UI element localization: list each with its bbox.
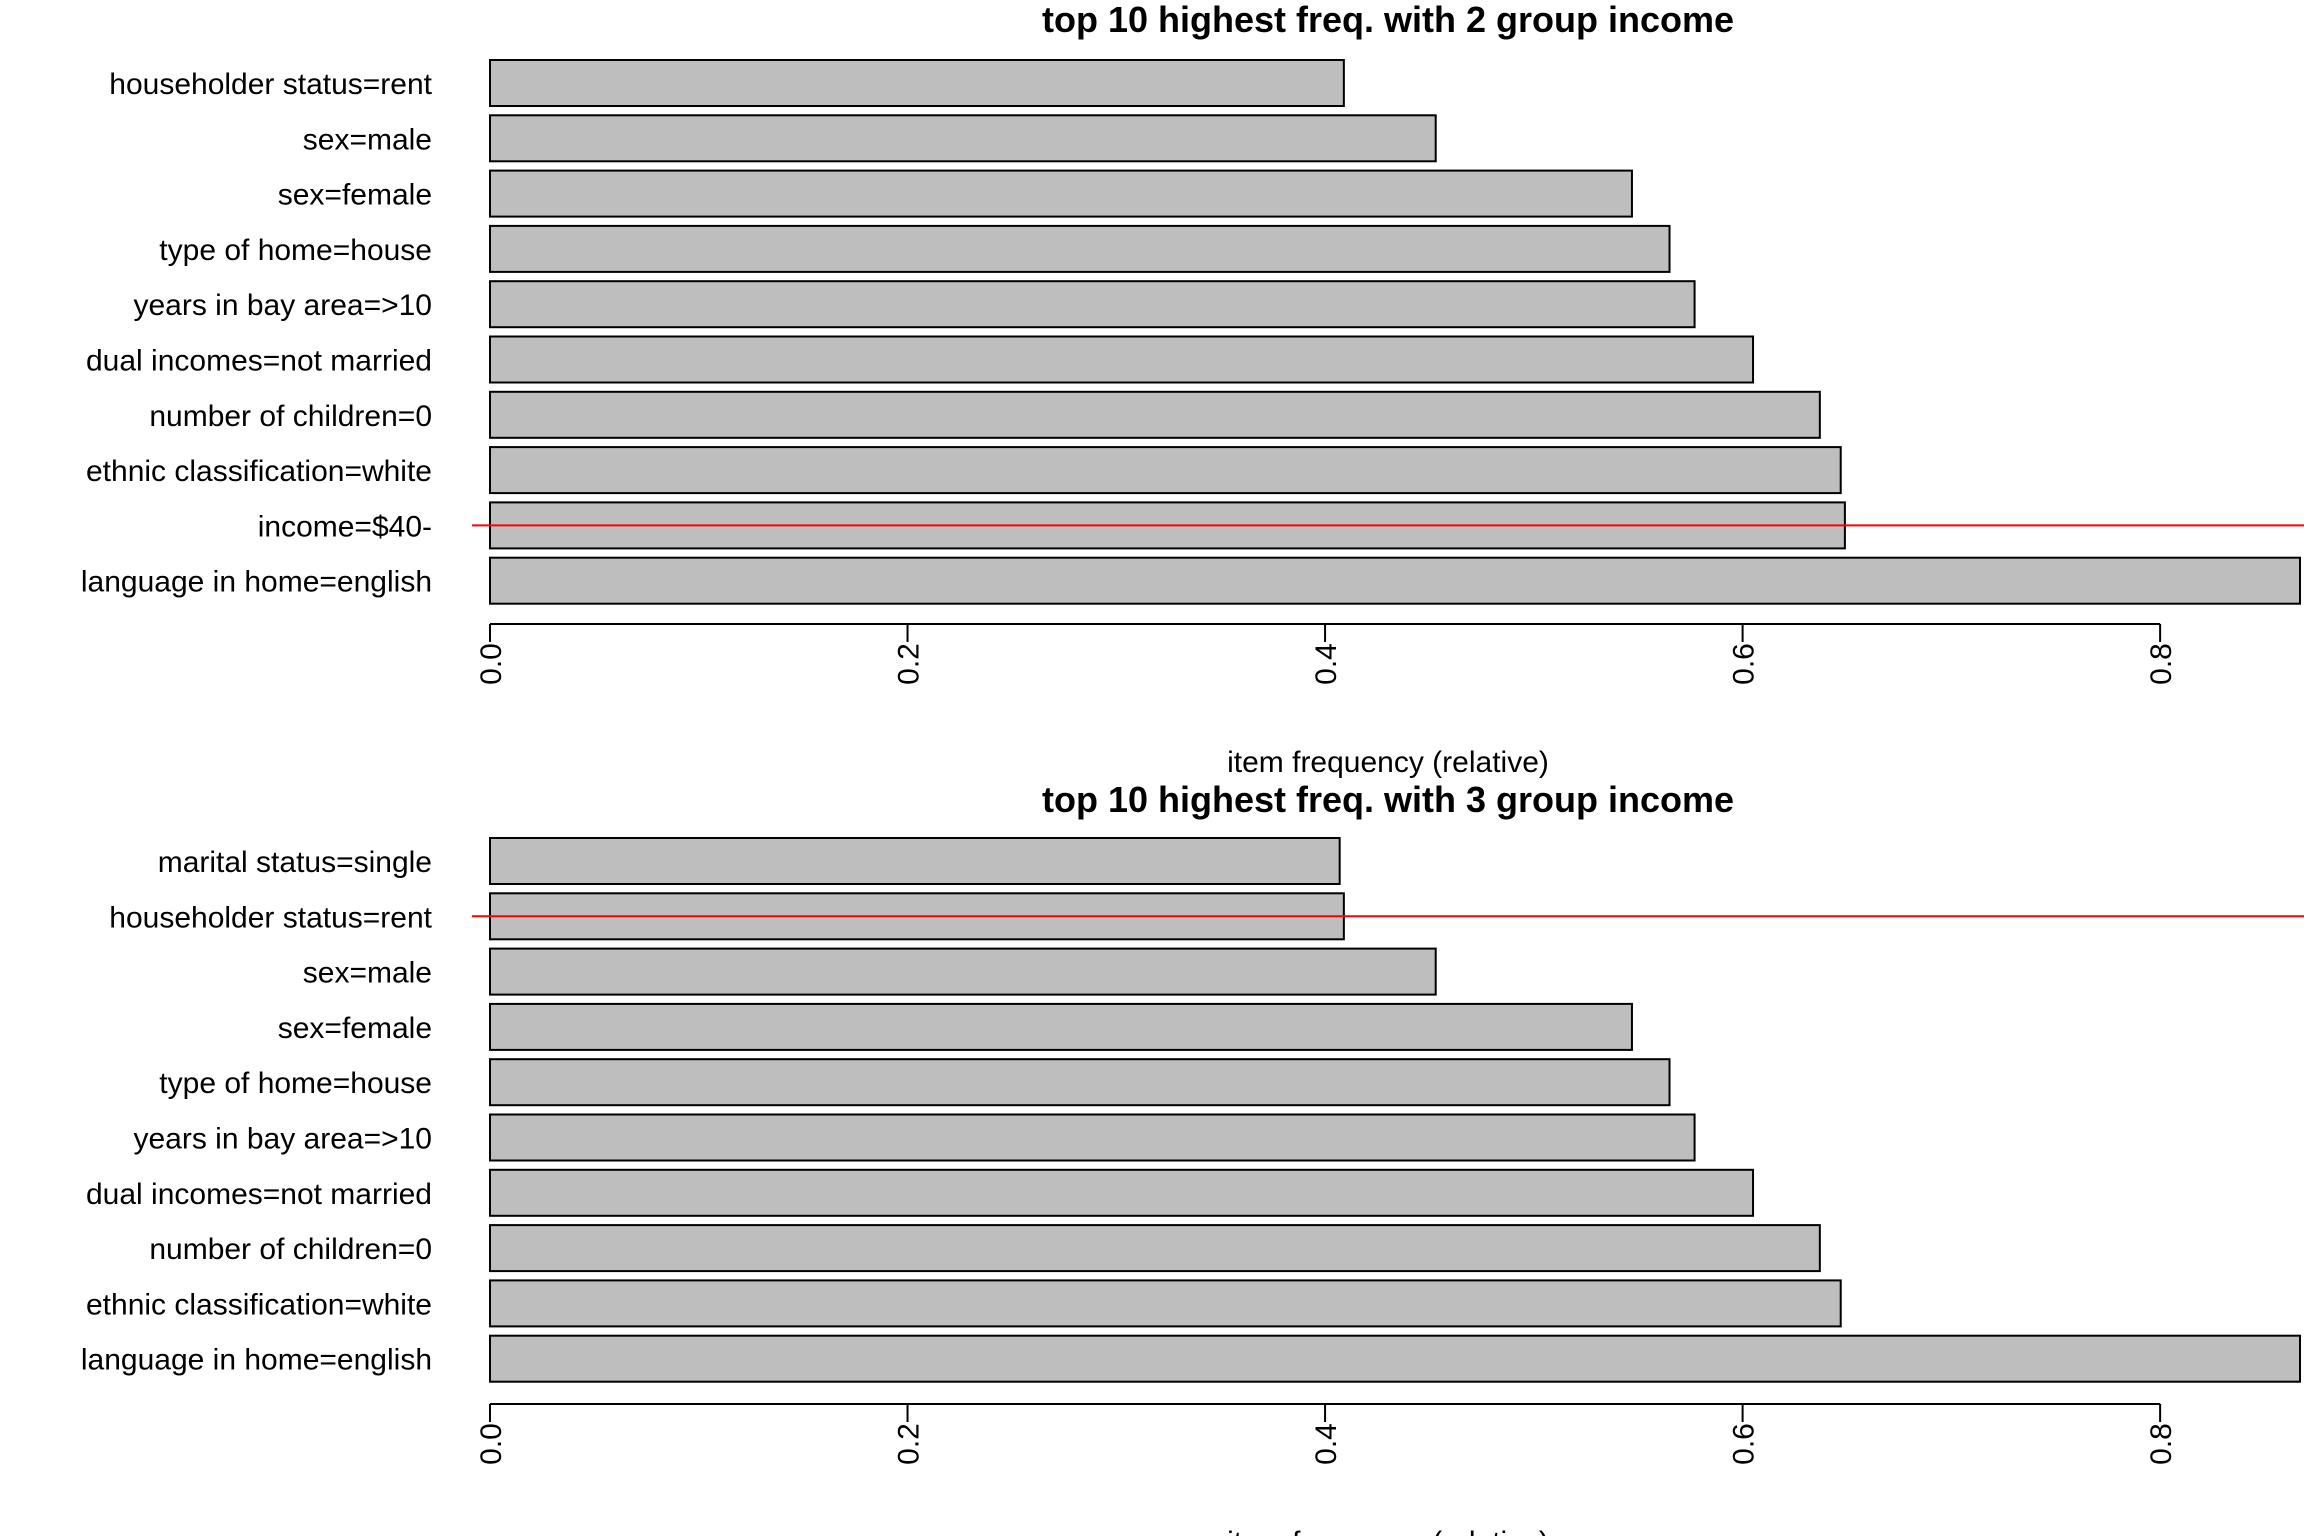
bar bbox=[489, 390, 1821, 439]
category-label: sex=female bbox=[278, 1012, 432, 1045]
bar bbox=[489, 59, 1345, 107]
category-label: marital status=single bbox=[158, 846, 432, 879]
category-label: sex=female bbox=[278, 179, 432, 212]
bar bbox=[489, 224, 1671, 273]
x-axis-label: item frequency (relative) bbox=[1227, 1526, 1549, 1536]
bar bbox=[489, 280, 1696, 329]
chart-title: top 10 highest freq. with 2 group income bbox=[1042, 0, 1734, 40]
category-label: years in bay area=>10 bbox=[133, 289, 432, 322]
x-tick-label: 0.2 bbox=[893, 643, 926, 685]
x-tick-label: 0.8 bbox=[2145, 643, 2178, 685]
chart-title: top 10 highest freq. with 3 group income bbox=[1042, 779, 1734, 820]
x-axis-label: item frequency (relative) bbox=[1227, 746, 1549, 779]
bar bbox=[489, 335, 1755, 384]
bar bbox=[489, 1334, 2301, 1383]
bar bbox=[489, 1224, 1821, 1273]
bar bbox=[489, 837, 1341, 885]
x-tick-label: 0.4 bbox=[1310, 1423, 1343, 1465]
category-label: type of home=house bbox=[159, 234, 432, 267]
category-label: type of home=house bbox=[159, 1067, 432, 1100]
category-label: householder status=rent bbox=[109, 901, 432, 934]
category-label: ethnic classification=white bbox=[86, 455, 432, 488]
category-label: sex=male bbox=[303, 123, 432, 156]
category-label: language in home=english bbox=[81, 1344, 432, 1377]
category-label: language in home=english bbox=[81, 566, 432, 599]
bar bbox=[489, 1058, 1671, 1107]
chart-panel-bottom: top 10 highest freq. with 3 group income… bbox=[81, 779, 2304, 1536]
category-label: number of children=0 bbox=[149, 400, 432, 433]
x-tick-label: 0.6 bbox=[1728, 643, 1761, 685]
x-tick-label: 0.4 bbox=[1310, 643, 1343, 685]
category-label: dual incomes=not married bbox=[86, 345, 432, 378]
chart-panel-top: top 10 highest freq. with 2 group income… bbox=[81, 0, 2304, 779]
category-label: sex=male bbox=[303, 957, 432, 990]
bar bbox=[489, 1168, 1755, 1217]
x-tick-label: 0.2 bbox=[893, 1423, 926, 1465]
category-label: householder status=rent bbox=[109, 68, 432, 101]
category-label: income=$40- bbox=[258, 510, 432, 543]
category-label: years in bay area=>10 bbox=[133, 1123, 432, 1156]
bar bbox=[489, 1113, 1696, 1162]
x-tick-label: 0.8 bbox=[2145, 1423, 2178, 1465]
category-label: number of children=0 bbox=[149, 1233, 432, 1266]
x-tick-label: 0.6 bbox=[1728, 1423, 1761, 1465]
bar bbox=[489, 947, 1437, 996]
bar bbox=[489, 556, 2301, 605]
x-tick-label: 0.0 bbox=[475, 643, 508, 685]
bar bbox=[489, 169, 1633, 218]
bar bbox=[489, 1002, 1633, 1051]
bar bbox=[489, 1279, 1842, 1328]
x-tick-label: 0.0 bbox=[475, 1423, 508, 1465]
bar bbox=[489, 446, 1842, 495]
bar bbox=[489, 114, 1437, 163]
category-label: ethnic classification=white bbox=[86, 1288, 432, 1321]
category-label: dual incomes=not married bbox=[86, 1178, 432, 1211]
